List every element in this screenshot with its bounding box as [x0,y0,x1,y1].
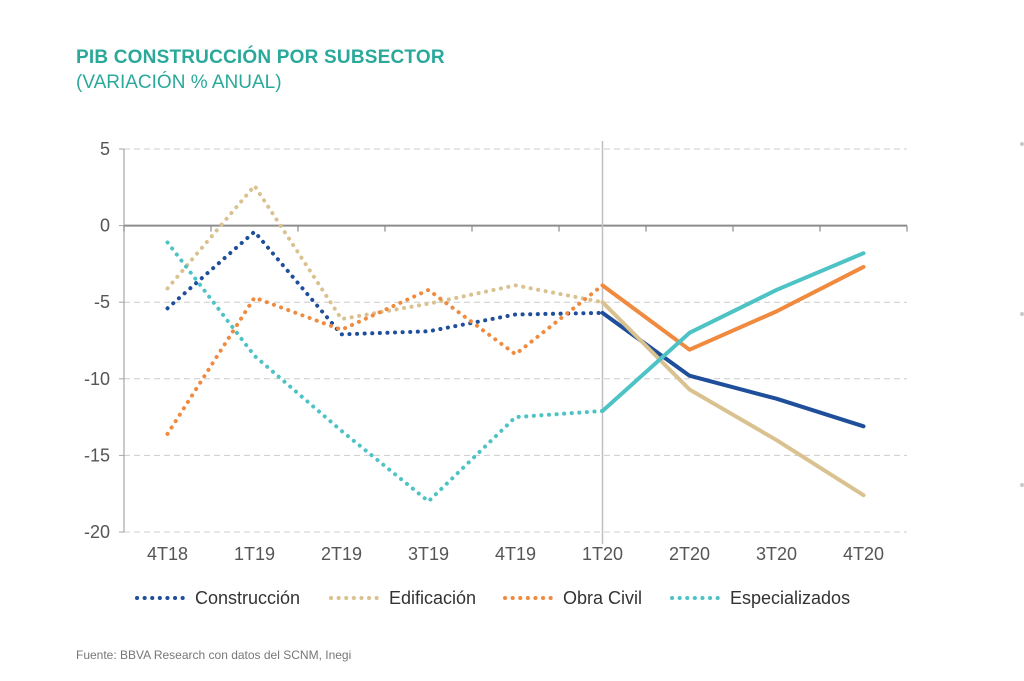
series-forecast-line [600,264,866,352]
chart-title: PIB CONSTRUCCIÓN POR SUBSECTOR [76,47,445,68]
chart-subtitle: (VARIACIÓN % ANUAL) [76,72,282,93]
x-tick-label: 4T20 [843,544,884,564]
legend-label: Construcción [195,588,300,608]
edge-marker [1020,312,1024,316]
x-axis-ticks: 4T18 1T19 2T19 3T19 4T19 1T20 2T20 3T20 4T20 [147,544,884,564]
legend-label: Edificación [389,588,476,608]
x-tick-label: 4T18 [147,544,188,564]
series-forecast-line [600,300,866,498]
edge-marker [1020,142,1024,146]
x-tick-label: 3T20 [756,544,797,564]
x-tick-label: 2T19 [321,544,362,564]
series-lines [165,183,866,504]
series-observed-line [165,229,605,337]
legend-label: Especializados [730,588,850,608]
series-observed-line [165,240,605,504]
grid-lines [124,148,907,533]
y-tick-label: -10 [84,369,110,389]
axes [119,141,908,544]
x-tick-label: 1T20 [582,544,623,564]
series-observed-line [165,283,605,436]
x-tick-label: 1T19 [234,544,275,564]
edge-marker [1020,483,1024,487]
y-tick-label: -5 [94,292,110,312]
x-tick-label: 4T19 [495,544,536,564]
legend: Construcción Edificación Obra Civil Especia… [135,588,850,608]
y-tick-label: 0 [100,216,110,236]
x-tick-label: 3T19 [408,544,449,564]
series-observed-line [165,183,605,322]
legend-label: Obra Civil [563,588,642,608]
y-axis-ticks: 5 0 -5 -10 -15 -20 [84,139,110,542]
x-tick-label: 2T20 [669,544,710,564]
series-forecast-line [600,251,866,413]
source-note: Fuente: BBVA Research con datos del SCNM… [76,648,352,662]
y-tick-label: -20 [84,522,110,542]
y-tick-label: -15 [84,445,110,465]
y-tick-label: 5 [100,139,110,159]
